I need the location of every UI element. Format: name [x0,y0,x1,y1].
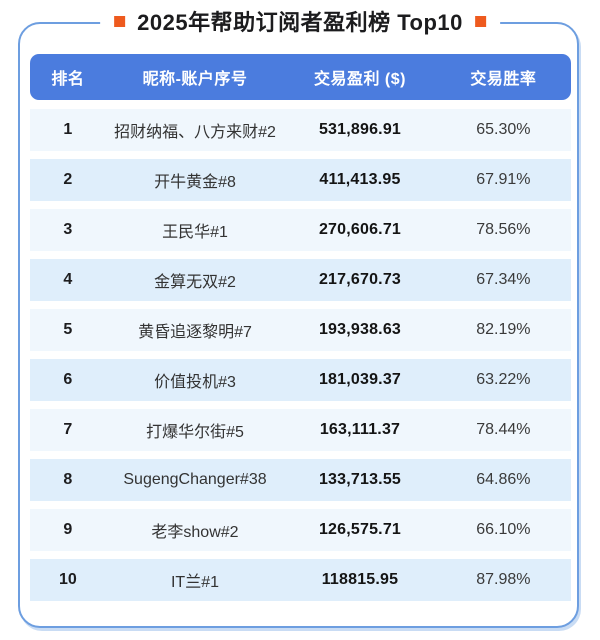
row-profit: 411,413.95 [319,171,401,188]
row-rank: 6 [63,371,73,388]
row-rank: 9 [63,521,73,538]
table-row: 7 打爆华尔街#5 163,111.37 78.44% [30,409,571,451]
row-nickname: 老李show#2 [151,524,239,541]
row-profit: 118815.95 [321,571,399,588]
row-nickname: 金算无双#2 [154,274,236,291]
row-rank: 1 [63,121,73,138]
page-title-text: 2025年帮助订阅者盈利榜 Top10 [137,10,463,35]
row-profit: 181,039.37 [318,371,402,388]
row-rank: 3 [63,221,73,238]
row-winrate: 82.19% [476,321,531,338]
row-nickname: SugengChanger#38 [123,471,267,488]
row-profit: 126,575.71 [318,521,402,538]
row-profit: 270,606.71 [318,221,402,238]
table-row: 1 招财纳福、八方来财#2 531,896.91 65.30% [30,109,571,151]
row-rank: 8 [63,471,73,488]
row-profit: 133,713.55 [318,471,402,488]
leaderboard-card: 排名 昵称-账户序号 交易盈利 ($) 交易胜率 1 招财纳福、八方来财#2 531,89… [18,22,579,628]
row-winrate: 87.98% [476,571,531,588]
row-profit: 163,111.37 [319,421,401,438]
table-row: 2 开牛黄金#8 411,413.95 67.91% [30,159,571,201]
row-profit: 217,670.73 [318,271,402,288]
table-row: 9 老李show#2 126,575.71 66.10% [30,509,571,551]
table-body: 1 招财纳福、八方来财#2 531,896.91 65.30% 2 开牛黄金#8 411,4… [30,109,571,601]
title-bullet-left-icon [114,15,126,27]
table-row: 10 IT兰#1 118815.95 87.98% [30,559,571,601]
row-nickname: 黄昏追逐黎明#7 [138,324,252,341]
row-winrate: 63.22% [476,371,531,388]
row-winrate: 65.30% [476,121,531,138]
column-header: 昵称-账户序号 [142,71,248,88]
table-row: 3 王民华#1 270,606.71 78.56% [30,209,571,251]
table-header-row: 排名 昵称-账户序号 交易盈利 ($) 交易胜率 [30,54,571,100]
row-profit: 193,938.63 [318,321,402,338]
table-row: 6 价值投机#3 181,039.37 63.22% [30,359,571,401]
row-rank: 4 [63,271,73,288]
row-rank: 10 [58,571,77,588]
row-rank: 5 [63,321,73,338]
row-nickname: 价值投机#3 [154,374,236,391]
page-title: 2025年帮助订阅者盈利榜 Top10 [100,5,500,37]
row-winrate: 67.34% [476,271,531,288]
row-winrate: 78.44% [476,421,531,438]
title-bullet-right-icon [474,15,486,27]
table-row: 5 黄昏追逐黎明#7 193,938.63 82.19% [30,309,571,351]
row-winrate: 66.10% [476,521,531,538]
row-nickname: IT兰#1 [170,574,219,591]
column-header: 排名 [51,71,85,88]
column-header: 交易胜率 [470,71,537,88]
table-row: 4 金算无双#2 217,670.73 67.34% [30,259,571,301]
row-nickname: 打爆华尔街#5 [146,424,244,441]
column-header: 交易盈利 ($) [313,71,406,88]
row-winrate: 67.91% [476,171,531,188]
row-winrate: 78.56% [476,221,531,238]
row-nickname: 开牛黄金#8 [154,174,236,191]
row-profit: 531,896.91 [318,121,402,138]
row-rank: 2 [63,171,73,188]
row-nickname: 招财纳福、八方来财#2 [114,124,276,141]
table-row: 8 SugengChanger#38 133,713.55 64.86% [30,459,571,501]
row-winrate: 64.86% [476,471,531,488]
row-rank: 7 [63,421,73,438]
row-nickname: 王民华#1 [162,224,228,241]
